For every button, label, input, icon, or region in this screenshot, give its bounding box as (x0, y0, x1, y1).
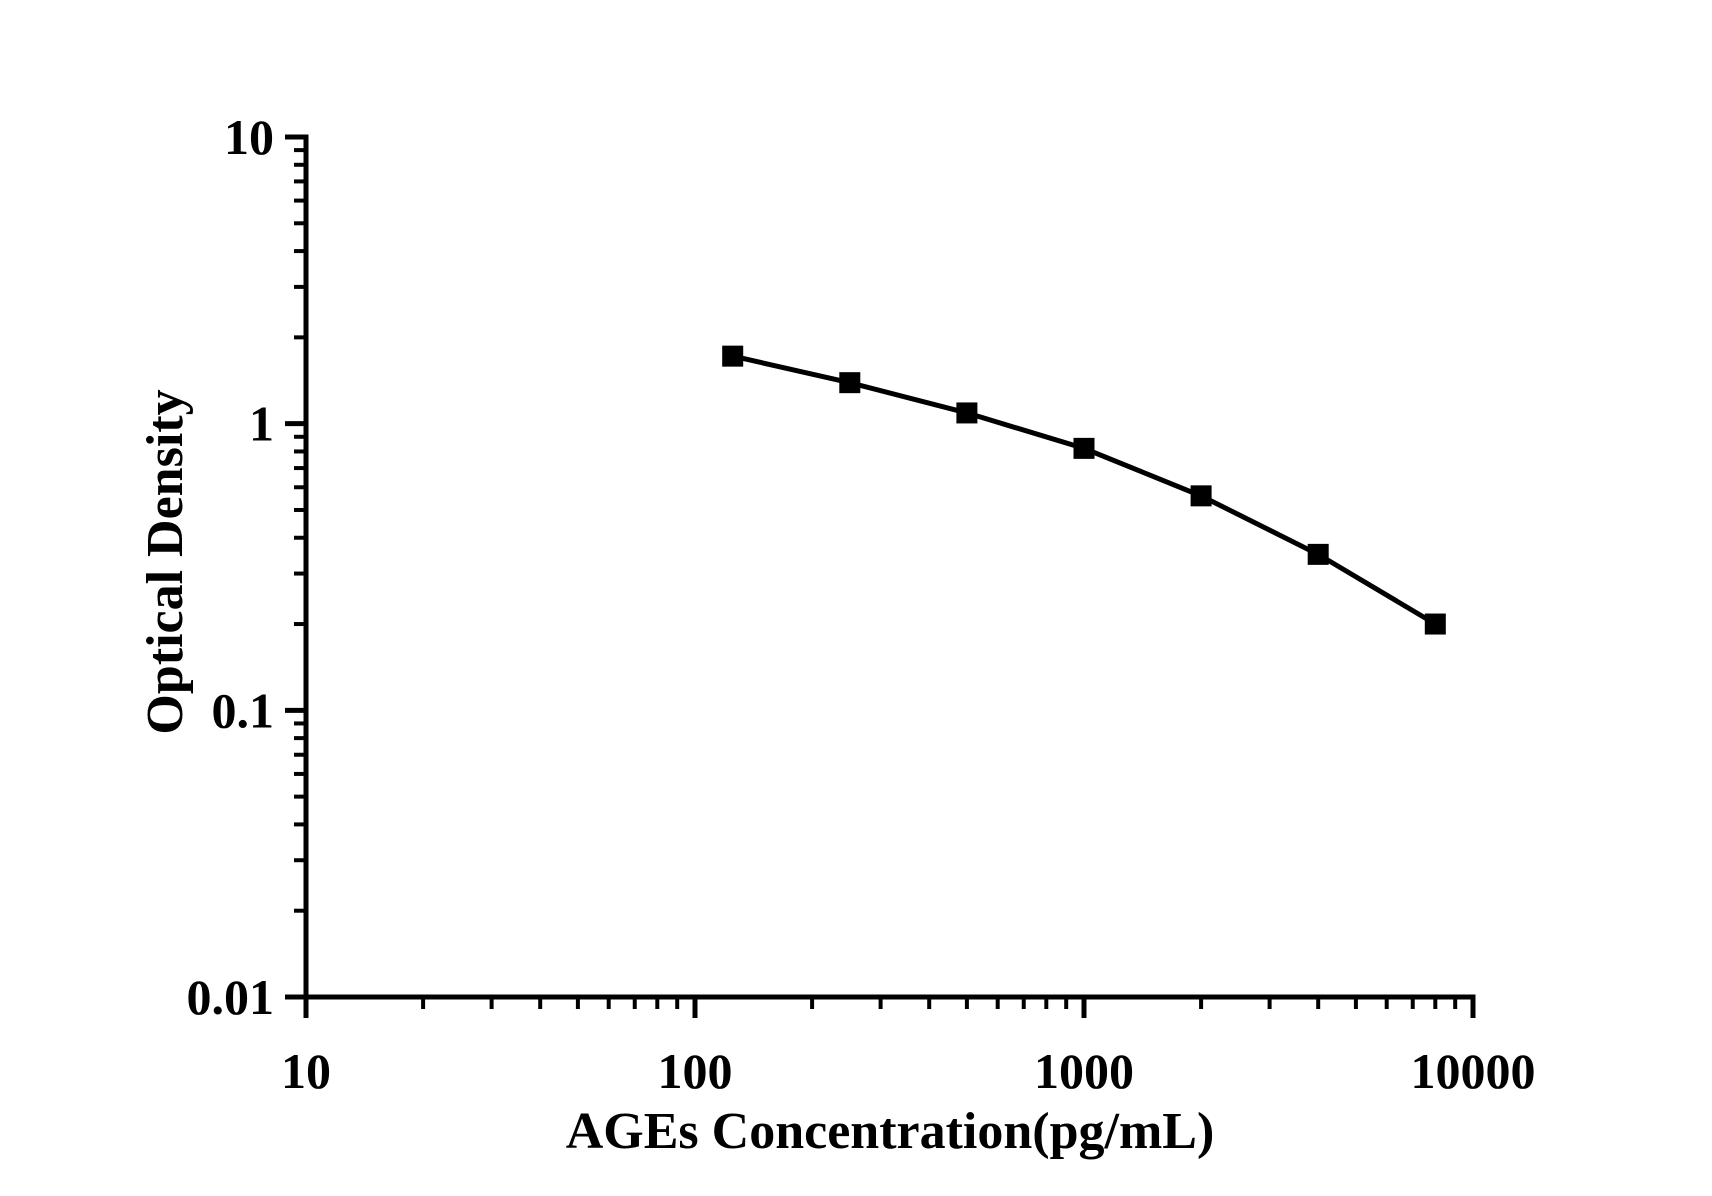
series-line (732, 353, 1437, 627)
x-tick-label: 10 (281, 1043, 331, 1099)
x-tick-label: 10000 (1411, 1043, 1536, 1099)
data-point-marker (722, 345, 744, 367)
y-tick-label: 1 (249, 396, 274, 452)
data-point-marker (1073, 437, 1095, 459)
data-point-marker (1190, 485, 1212, 507)
data-point-marker (956, 402, 978, 424)
y-tick-label: 0.1 (212, 682, 275, 738)
x-axis-title: AGEs Concentration(pg/mL) (566, 1103, 1215, 1160)
data-point-marker (1307, 543, 1329, 565)
y-tick-label: 0.01 (187, 969, 275, 1025)
x-tick-label: 100 (658, 1043, 733, 1099)
x-tick-label: 1000 (1034, 1043, 1134, 1099)
data-point-marker (1424, 613, 1446, 635)
y-axis-title: Optical Density (137, 389, 194, 734)
data-point-marker (839, 372, 861, 394)
y-tick-label: 10 (224, 109, 274, 165)
